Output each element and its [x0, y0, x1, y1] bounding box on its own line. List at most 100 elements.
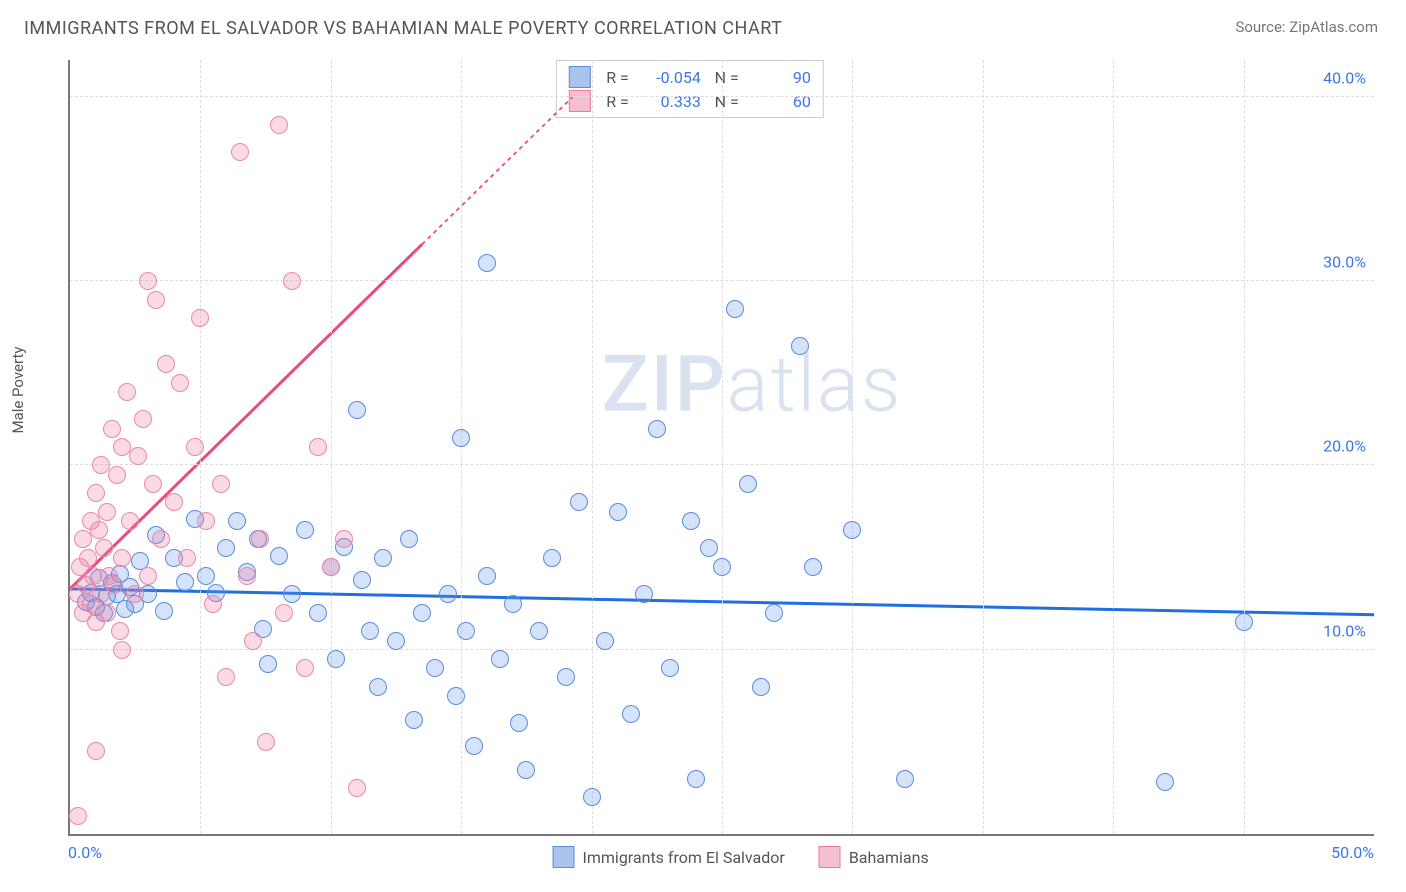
scatter-point-el_salvador [439, 585, 457, 603]
n-value: 90 [749, 68, 811, 87]
scatter-point-el_salvador [517, 761, 535, 779]
scatter-point-el_salvador [353, 571, 371, 589]
scatter-point-el_salvador [648, 420, 666, 438]
scatter-point-el_salvador [543, 549, 561, 567]
vertical-gridline [852, 60, 853, 834]
scatter-point-el_salvador [609, 503, 627, 521]
vertical-gridline [1113, 60, 1114, 834]
vertical-gridline [722, 60, 723, 834]
r-value: 0.333 [639, 92, 701, 111]
scatter-point-bahamians [178, 549, 196, 567]
scatter-point-bahamians [105, 576, 123, 594]
scatter-point-el_salvador [530, 622, 548, 640]
scatter-point-el_salvador [635, 585, 653, 603]
scatter-point-el_salvador [1235, 613, 1253, 631]
scatter-point-el_salvador [296, 521, 314, 539]
series-legend: Immigrants from El SalvadorBahamians [553, 846, 929, 868]
scatter-point-el_salvador [570, 493, 588, 511]
scatter-point-el_salvador [739, 475, 757, 493]
trend-line-dashed-bahamians [422, 97, 573, 244]
scatter-point-bahamians [134, 410, 152, 428]
stats-row-el_salvador: R =-0.054N =90 [569, 65, 811, 89]
scatter-point-bahamians [165, 493, 183, 511]
scatter-point-bahamians [90, 521, 108, 539]
n-value: 60 [749, 92, 811, 111]
scatter-point-el_salvador [622, 705, 640, 723]
scatter-point-bahamians [69, 807, 87, 825]
scatter-point-el_salvador [374, 549, 392, 567]
scatter-point-el_salvador [752, 678, 770, 696]
scatter-point-bahamians [111, 622, 129, 640]
scatter-point-el_salvador [447, 687, 465, 705]
watermark-light: atlas [727, 340, 903, 431]
scatter-point-el_salvador [661, 659, 679, 677]
scatter-point-bahamians [126, 585, 144, 603]
scatter-point-bahamians [244, 632, 262, 650]
chart-title: IMMIGRANTS FROM EL SALVADOR VS BAHAMIAN … [24, 18, 782, 39]
y-tick-label: 20.0% [1323, 437, 1366, 456]
watermark: ZIPatlas [602, 340, 903, 431]
vertical-gridline [331, 60, 332, 834]
n-label: N = [711, 68, 739, 87]
legend-swatch-el_salvador [569, 66, 591, 88]
scatter-point-el_salvador [452, 429, 470, 447]
scatter-point-el_salvador [197, 567, 215, 585]
scatter-point-bahamians [296, 659, 314, 677]
scatter-point-bahamians [257, 733, 275, 751]
scatter-point-bahamians [238, 567, 256, 585]
scatter-point-el_salvador [682, 512, 700, 530]
scatter-point-el_salvador [596, 632, 614, 650]
scatter-point-el_salvador [426, 659, 444, 677]
vertical-gridline [461, 60, 462, 834]
scatter-point-bahamians [309, 438, 327, 456]
scatter-point-bahamians [217, 668, 235, 686]
scatter-point-el_salvador [405, 711, 423, 729]
scatter-point-el_salvador [583, 788, 601, 806]
watermark-bold: ZIP [602, 340, 727, 431]
r-label: R = [601, 68, 629, 87]
scatter-point-el_salvador [217, 539, 235, 557]
scatter-point-el_salvador [283, 585, 301, 603]
scatter-point-bahamians [348, 779, 366, 797]
legend-label: Immigrants from El Salvador [583, 848, 785, 867]
scatter-point-el_salvador [1156, 773, 1174, 791]
vertical-gridline [1244, 60, 1245, 834]
source-link[interactable]: ZipAtlas.com [1289, 18, 1378, 36]
scatter-point-el_salvador [348, 401, 366, 419]
scatter-point-bahamians [270, 116, 288, 134]
x-tick-label: 50.0% [1331, 843, 1374, 862]
scatter-point-el_salvador [465, 737, 483, 755]
scatter-point-el_salvador [491, 650, 509, 668]
y-tick-label: 30.0% [1323, 253, 1366, 272]
legend-item-el_salvador: Immigrants from El Salvador [553, 846, 785, 868]
legend-swatch-bahamians [819, 846, 841, 868]
y-tick-label: 10.0% [1323, 621, 1366, 640]
scatter-point-bahamians [98, 604, 116, 622]
scatter-point-bahamians [129, 447, 147, 465]
stats-row-bahamians: R =0.333N =60 [569, 89, 811, 113]
chart-container: Male Poverty ZIPatlas R =-0.054N =90R =0… [24, 52, 1382, 884]
scatter-point-bahamians [322, 558, 340, 576]
scatter-point-el_salvador [557, 668, 575, 686]
x-tick-label: 0.0% [68, 843, 102, 862]
scatter-point-el_salvador [896, 770, 914, 788]
scatter-point-el_salvador [309, 604, 327, 622]
scatter-point-bahamians [95, 539, 113, 557]
vertical-gridline [983, 60, 984, 834]
legend-swatch-bahamians [569, 90, 591, 112]
y-axis-label: Male Poverty [9, 347, 27, 434]
scatter-point-bahamians [204, 595, 222, 613]
y-tick-label: 40.0% [1323, 68, 1366, 87]
scatter-point-bahamians [113, 641, 131, 659]
scatter-point-el_salvador [387, 632, 405, 650]
scatter-point-el_salvador [510, 714, 528, 732]
scatter-point-bahamians [113, 549, 131, 567]
source-label: Source: ZipAtlas.com [1235, 18, 1378, 36]
scatter-point-bahamians [152, 530, 170, 548]
scatter-point-bahamians [144, 475, 162, 493]
scatter-point-el_salvador [270, 547, 288, 565]
scatter-point-el_salvador [478, 254, 496, 272]
scatter-point-bahamians [251, 530, 269, 548]
scatter-point-bahamians [147, 291, 165, 309]
scatter-point-el_salvador [478, 567, 496, 585]
